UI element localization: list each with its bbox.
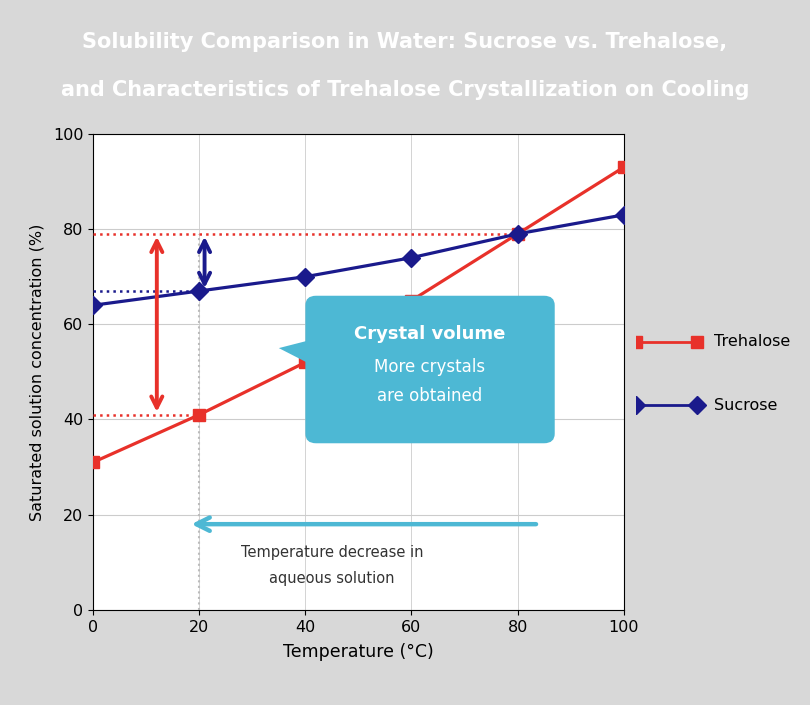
Text: are obtained: are obtained [377, 386, 483, 405]
X-axis label: Temperature (°C): Temperature (°C) [283, 643, 434, 661]
Polygon shape [279, 338, 316, 367]
Y-axis label: Saturated solution concentration (%): Saturated solution concentration (%) [30, 223, 45, 520]
Text: Crystal volume: Crystal volume [354, 325, 505, 343]
Text: and Characteristics of Trehalose Crystallization on Cooling: and Characteristics of Trehalose Crystal… [61, 80, 749, 99]
Text: Trehalose: Trehalose [714, 334, 790, 350]
Text: Solubility Comparison in Water: Sucrose vs. Trehalose,: Solubility Comparison in Water: Sucrose … [83, 32, 727, 51]
FancyBboxPatch shape [305, 295, 555, 443]
Text: Sucrose: Sucrose [714, 398, 777, 413]
Text: More crystals: More crystals [374, 358, 486, 376]
Text: Temperature decrease in: Temperature decrease in [241, 545, 423, 560]
Text: aqueous solution: aqueous solution [269, 571, 394, 587]
